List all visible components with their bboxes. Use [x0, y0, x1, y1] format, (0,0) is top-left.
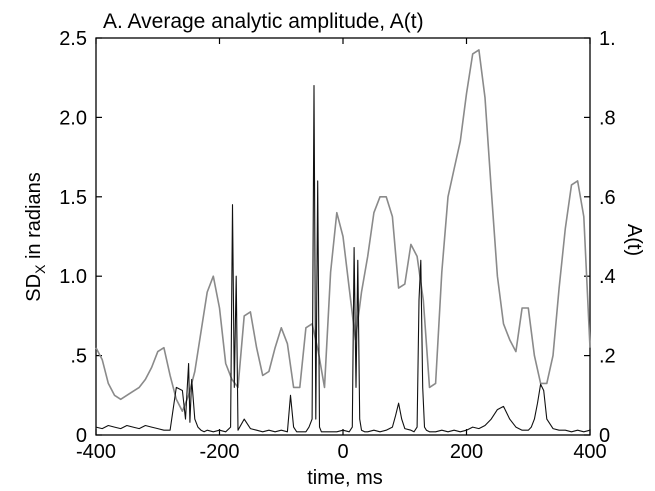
chart-title: A. Average analytic amplitude, A(t) — [103, 10, 424, 33]
x-tick-label: -200 — [199, 441, 239, 463]
y-right-tick-label: .4 — [599, 266, 616, 288]
x-tick-label: 200 — [450, 441, 483, 463]
y-left-tick-label: 2.0 — [59, 107, 87, 129]
y-left-tick-label: .5 — [70, 346, 87, 368]
series-line-sdx — [95, 85, 591, 433]
y-axis-label-right: A(t) — [623, 224, 645, 256]
y-left-tick-label: 1.5 — [59, 187, 87, 209]
y-left-tick-label: 0 — [76, 425, 87, 447]
x-axis-label: time, ms — [307, 467, 383, 489]
x-tick-label: 0 — [337, 441, 348, 463]
y-axis-label-main: SD — [23, 274, 45, 302]
series — [95, 49, 591, 433]
y-right-tick-label: 0 — [599, 425, 610, 447]
y-right-tick-label: .8 — [599, 107, 616, 129]
ticks: -400 -200 0 200 4000.51.01.52.02.50.2.4.6.81… — [59, 28, 616, 463]
y-left-tick-label: 1.0 — [59, 266, 87, 288]
y-axis-label-left: SDX in radians — [23, 172, 48, 301]
x-tick-label: 400 — [573, 441, 606, 463]
y-right-tick-label: .6 — [599, 187, 616, 209]
series-line-amplitude — [95, 49, 591, 413]
y-axis-label-subscript: X — [32, 264, 48, 274]
y-left-tick-label: 2.5 — [59, 28, 87, 50]
y-right-tick-label: .2 — [599, 346, 616, 368]
y-right-tick-label: 1. — [599, 28, 616, 50]
x-tick-label: -400 — [76, 441, 116, 463]
y-axis-label-rest: in radians — [23, 172, 45, 264]
